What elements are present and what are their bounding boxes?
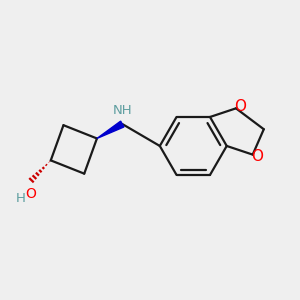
Text: H: H — [16, 191, 26, 205]
Text: NH: NH — [113, 103, 133, 116]
Text: O: O — [251, 149, 263, 164]
Polygon shape — [97, 121, 124, 139]
Text: O: O — [235, 98, 247, 113]
Text: O: O — [26, 187, 37, 201]
